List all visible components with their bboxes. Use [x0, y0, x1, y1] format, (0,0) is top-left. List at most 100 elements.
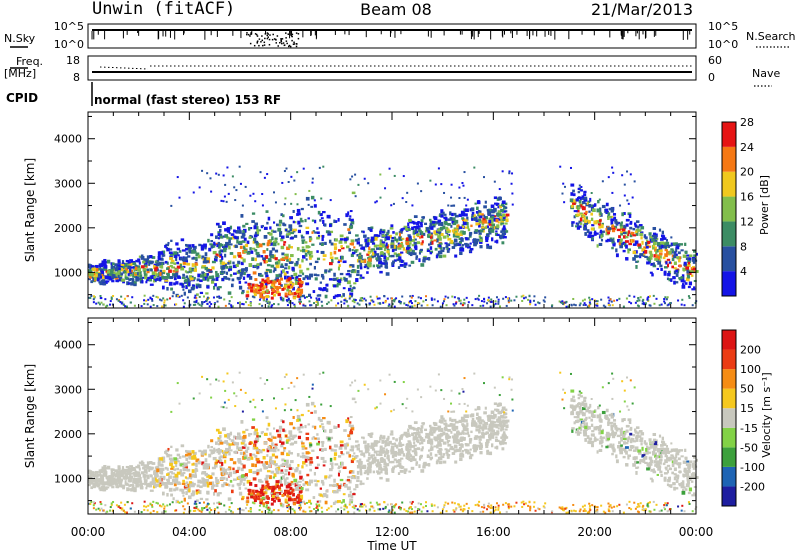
nsky-dot: [256, 40, 259, 42]
power-cell: [537, 301, 540, 304]
velocity-cell: [605, 416, 609, 421]
power-cell: [488, 230, 492, 235]
velocity-cell: [477, 419, 480, 423]
velocity-cell: [437, 437, 442, 441]
power-cell: [631, 196, 634, 199]
velocity-cell: [253, 470, 258, 474]
power-cell: [191, 257, 196, 260]
power-cell: [390, 239, 395, 243]
velocity-cell: [659, 461, 662, 465]
power-cell: [309, 255, 314, 258]
power-cell: [310, 304, 313, 307]
velocity-cell: [232, 467, 235, 471]
power-cell: [100, 273, 104, 277]
power-cell: [334, 257, 339, 260]
power-cell: [590, 227, 594, 231]
power-cell: [486, 244, 489, 249]
power-cell: [101, 279, 106, 283]
velocity-cell: [279, 437, 283, 441]
power-cell: [452, 303, 455, 306]
nsky-dot: [293, 41, 295, 44]
power-cell: [248, 263, 253, 268]
power-cell: [178, 196, 181, 199]
velocity-cell: [380, 460, 384, 463]
power-cell: [255, 251, 260, 255]
power-cell: [156, 296, 159, 299]
power-cell: [581, 195, 585, 199]
velocity-cell: [223, 482, 228, 486]
power-cell: [173, 277, 177, 281]
power-cell: [637, 296, 640, 299]
power-cell: [163, 299, 166, 302]
velocity-cell: [205, 479, 209, 482]
velocity-cell: [359, 468, 362, 472]
power-cell: [133, 304, 136, 307]
velocity-cell: [226, 433, 231, 437]
nsky-dot: [275, 42, 278, 44]
power-cell: [633, 295, 636, 298]
power-cell: [422, 300, 425, 303]
power-cell: [240, 214, 244, 218]
power-cell: [571, 222, 574, 227]
velocity-cell: [350, 494, 354, 499]
velocity-cell: [284, 481, 287, 486]
power-cell: [415, 255, 419, 259]
power-cell: [582, 219, 586, 223]
velocity-cell: [264, 477, 268, 481]
velocity-cell: [212, 456, 217, 461]
power-cell: [609, 298, 612, 301]
power-cell: [505, 230, 509, 233]
power-cell: [113, 271, 116, 275]
velocity-cell: [363, 454, 366, 458]
velocity-cell: [667, 477, 670, 481]
power-cell: [286, 300, 289, 303]
power-cell: [232, 255, 237, 259]
power-cell: [596, 300, 599, 303]
velocity-cell: [192, 490, 196, 493]
power-cell: [403, 302, 406, 305]
power-cell: [121, 260, 125, 264]
velocity-cell: [667, 451, 670, 455]
power-cell: [195, 283, 200, 287]
power-cell: [123, 270, 127, 274]
power-cell: [192, 191, 195, 194]
velocity-cell: [504, 428, 508, 431]
power-cell: [203, 256, 208, 261]
power-cell: [237, 277, 241, 281]
velocity-cell: [502, 422, 506, 427]
velocity-cell: [217, 443, 220, 446]
velocity-cell: [657, 465, 662, 469]
power-cell: [500, 222, 505, 225]
power-cell: [482, 217, 486, 222]
power-cell: [155, 273, 159, 277]
velocity-cell: [173, 457, 178, 461]
power-cell: [313, 265, 316, 270]
power-cell: [281, 181, 284, 184]
power-cell: [384, 238, 387, 242]
power-cell: [469, 242, 472, 245]
power-cell: [143, 258, 147, 261]
power-cell: [224, 253, 227, 258]
power-cell: [283, 203, 286, 206]
power-cell: [153, 263, 157, 267]
power-cell: [290, 274, 294, 279]
velocity-cell: [302, 483, 306, 487]
power-cell: [655, 254, 659, 259]
power-cell: [582, 200, 586, 205]
power-cell: [637, 243, 642, 247]
velocity-cell: [427, 463, 431, 467]
power-cell: [385, 242, 388, 247]
power-cell: [229, 225, 233, 230]
velocity-cell: [349, 430, 354, 435]
power-cell: [612, 243, 616, 247]
power-cell: [408, 246, 411, 250]
power-cell: [133, 267, 137, 271]
power-cell: [570, 192, 574, 196]
nsky-dot: [282, 42, 285, 44]
power-cell: [219, 235, 224, 239]
power-cell: [100, 301, 103, 304]
power-cell: [169, 252, 174, 256]
power-cell: [295, 279, 300, 283]
velocity-cell: [361, 436, 364, 439]
power-cell: [256, 286, 260, 290]
